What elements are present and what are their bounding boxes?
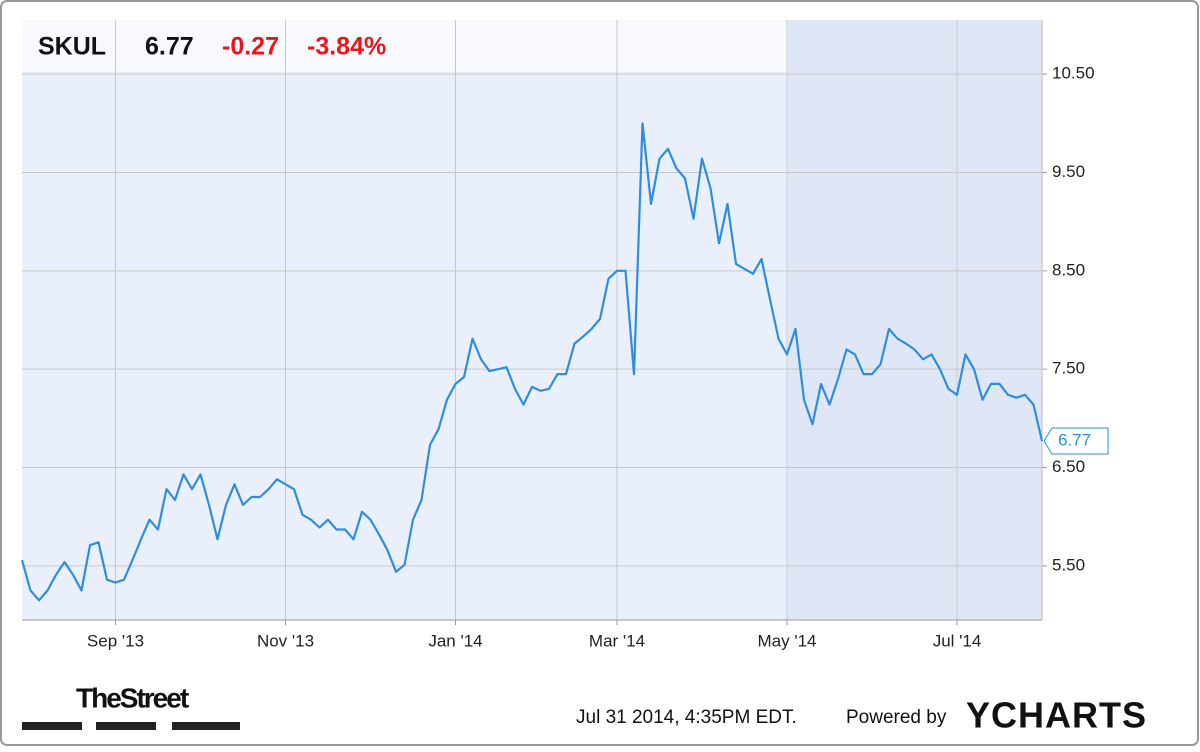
- powered-by: Powered by: [846, 707, 947, 728]
- brand-bar: [172, 722, 240, 730]
- y-tick-label: 9.50: [1052, 162, 1085, 181]
- x-tick-label: Sep '13: [87, 631, 144, 650]
- plot: [20, 122, 1044, 602]
- price: 6.77: [145, 33, 194, 61]
- y-tick-label: 8.50: [1052, 260, 1085, 279]
- ticker: SKUL: [38, 33, 106, 61]
- x-tick-label: Mar '14: [589, 631, 645, 650]
- header-band: [22, 20, 788, 72]
- change-pct: -3.84%: [307, 33, 386, 61]
- recent-region: [788, 20, 1042, 620]
- y-tick-label: 6.50: [1052, 457, 1085, 476]
- brand-bar: [96, 722, 156, 730]
- last-value-callout: [1043, 427, 1109, 455]
- provider-logo: YCHARTS: [966, 695, 1147, 736]
- change: -0.27: [222, 33, 279, 61]
- brand-logo: TheStreet: [76, 682, 189, 713]
- grid: [22, 20, 1042, 620]
- y-tick-label: 10.50: [1052, 64, 1095, 83]
- price-line: [20, 122, 1044, 602]
- x-tick-label: Jan '14: [428, 631, 482, 650]
- y-tick-label: 5.50: [1052, 555, 1085, 574]
- timestamp: Jul 31 2014, 4:35PM EDT.: [576, 707, 797, 728]
- y-tick-label: 7.50: [1052, 359, 1085, 378]
- brand-bar: [22, 722, 82, 730]
- x-tick-label: May '14: [758, 631, 817, 650]
- x-tick-label: Nov '13: [257, 631, 314, 650]
- x-tick-label: Jul '14: [933, 631, 982, 650]
- last-value-label: 6.77: [1058, 430, 1091, 449]
